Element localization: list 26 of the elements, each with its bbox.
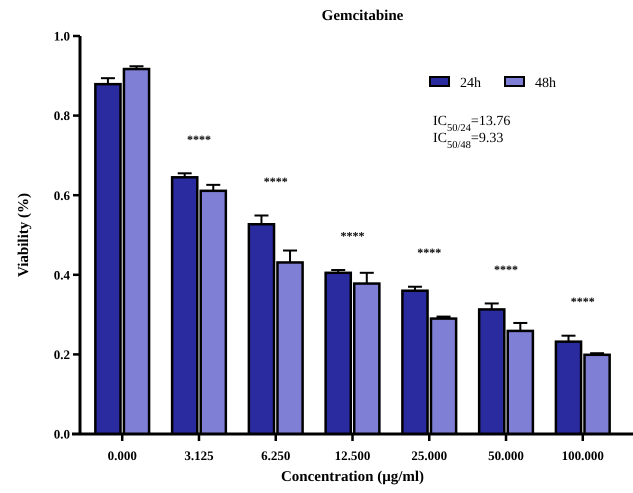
y-tick-label: 0.0 <box>54 426 70 442</box>
annotation: **** <box>570 294 595 309</box>
annotation: IC$_{50/48}$=9.33 <box>433 131 504 150</box>
x-tick-label: 50.000 <box>488 448 524 463</box>
annotation: IC$_{50/24}$=13.76 <box>433 114 510 134</box>
y-tick-label: 0.2 <box>54 346 70 362</box>
annotation: **** <box>186 132 211 146</box>
y-tick-label: 0.6 <box>54 188 70 203</box>
x-tick-label: 12.500 <box>334 448 370 463</box>
x-tick-label: 0.000 <box>108 448 137 463</box>
x-axis-title: Concentration (μg/ml) <box>280 469 424 485</box>
legend-label: 24h <box>460 76 481 91</box>
y-tick-label: 0.8 <box>54 108 70 124</box>
x-tick-label: 25.000 <box>411 448 448 463</box>
annotation: **** <box>494 262 518 276</box>
annotation: **** <box>340 229 364 244</box>
chart-title: Gemcitabine <box>322 8 404 24</box>
annotation: **** <box>417 246 442 260</box>
y-axis-title: Viability (%) <box>16 192 32 278</box>
legend-label: 48h <box>535 76 556 91</box>
x-tick-label: 6.250 <box>261 448 290 463</box>
annotation: **** <box>264 174 288 188</box>
y-tick-label: 0.4 <box>54 267 70 282</box>
x-tick-label: 100.000 <box>562 448 604 463</box>
x-tick-label: 3.125 <box>184 448 214 463</box>
y-tick-label: 1.0 <box>54 28 70 44</box>
